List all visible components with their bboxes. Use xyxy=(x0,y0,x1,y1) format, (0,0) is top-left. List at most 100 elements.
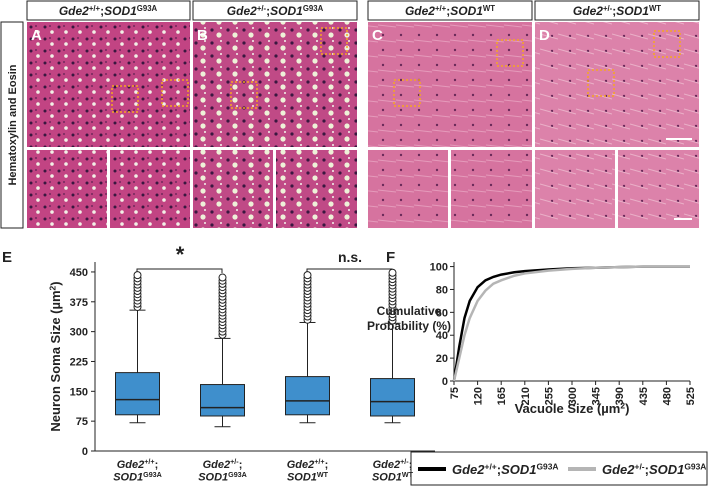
x-tick-label: 75 xyxy=(449,387,461,399)
genotype-label: Gde2+/+;SOD1G93A xyxy=(452,461,559,477)
text-part: SOD1 xyxy=(270,4,303,18)
text-part: 2 xyxy=(620,400,625,410)
text-part: SOD1 xyxy=(104,4,137,18)
inset xyxy=(110,150,190,228)
text-part: ; xyxy=(266,4,270,18)
roi-box xyxy=(496,39,524,67)
text-part: ; xyxy=(325,459,329,471)
micrograph xyxy=(535,22,699,147)
significance: * xyxy=(176,242,185,267)
text-part: 2 xyxy=(47,285,57,290)
header-box xyxy=(534,0,700,21)
text-part: Vacuole Size (µm xyxy=(515,401,621,416)
text-part: +/+ xyxy=(435,4,447,13)
text-part: ; xyxy=(409,459,413,471)
roi-box xyxy=(393,79,421,107)
text-part: SOD1 xyxy=(616,4,649,18)
text-part: Gde2 xyxy=(405,4,435,18)
text-part: Gde2 xyxy=(452,462,485,477)
text-part: ) xyxy=(625,401,629,416)
histology-images xyxy=(27,22,699,228)
text-part: WT xyxy=(402,471,414,479)
text-part: ; xyxy=(100,4,104,18)
text-part: ; xyxy=(612,4,616,18)
text-part: WT xyxy=(483,4,495,13)
inset xyxy=(618,150,699,228)
text-part: Gde2 xyxy=(373,459,401,471)
y-tick-label: 0 xyxy=(82,446,88,458)
x-tick-label: 165 xyxy=(496,387,508,405)
x-tick-label: 390 xyxy=(614,387,626,405)
x-tick-label: 345 xyxy=(591,387,603,405)
text-part: +/- xyxy=(635,461,645,471)
text-part: ; xyxy=(446,4,450,18)
roi-box xyxy=(320,27,348,55)
text-part: WT xyxy=(317,471,329,479)
y-tick-label: 20 xyxy=(436,353,448,365)
side-label: Hematoxylin and Eosin xyxy=(7,64,19,185)
text-part: WT xyxy=(649,4,661,13)
axis-title: Cumulative xyxy=(377,304,442,318)
text-part: Neuron Soma Size (µm xyxy=(48,290,63,431)
inset xyxy=(451,150,532,228)
text-part: ; xyxy=(497,462,501,477)
sig-bracket xyxy=(306,268,393,273)
genotype-label: Gde2+/-;SOD1G93A xyxy=(198,458,247,484)
y-tick-label: 150 xyxy=(70,386,88,398)
inset xyxy=(193,150,273,228)
text-part: Gde2 xyxy=(287,459,315,471)
text-part: +/- xyxy=(400,458,409,466)
inset xyxy=(276,150,357,228)
text-part: SOD1 xyxy=(372,472,402,484)
text-part: SOD1 xyxy=(287,472,317,484)
box xyxy=(370,378,415,417)
axis xyxy=(94,262,435,452)
panel-letter: E xyxy=(2,249,12,266)
x-tick-label: 255 xyxy=(543,387,555,405)
outlier xyxy=(388,268,397,277)
text-part: +/- xyxy=(230,458,239,466)
x-tick-label: 525 xyxy=(685,387,697,405)
header-box xyxy=(367,0,533,21)
micrograph xyxy=(27,22,190,147)
x-tick-label: 120 xyxy=(473,387,485,405)
genotype-label: Gde2+/-;SOD1G93A xyxy=(602,461,706,477)
text-part: SOD1 xyxy=(450,4,483,18)
y-tick-label: 375 xyxy=(70,297,88,309)
genotype-label: Gde2+/-;SOD1WT xyxy=(573,4,661,18)
y-tick-label: 100 xyxy=(430,262,448,274)
y-tick-label: 225 xyxy=(70,356,88,368)
text-part: ; xyxy=(645,462,649,477)
y-tick-label: 40 xyxy=(436,330,448,342)
y-tick-label: 450 xyxy=(70,267,88,279)
text-part: G93A xyxy=(684,461,706,471)
text-part: Gde2 xyxy=(602,462,635,477)
roi-box xyxy=(587,69,615,97)
text-part: Gde2 xyxy=(203,459,231,471)
text-part: Gde2 xyxy=(573,4,603,18)
text-part: G93A xyxy=(536,461,558,471)
text-part: SOD1 xyxy=(501,462,536,477)
bracket xyxy=(136,268,393,273)
roi-box xyxy=(111,85,139,113)
panel-letter: D xyxy=(539,27,550,44)
y-tick-label: 300 xyxy=(70,327,88,339)
y-tick-label: 60 xyxy=(436,307,448,319)
text-part: ; xyxy=(155,459,159,471)
panel-letter: C xyxy=(372,27,383,44)
x-tick-label: 435 xyxy=(638,387,650,405)
header-box xyxy=(26,0,191,21)
inset xyxy=(27,150,107,228)
text-part: Gde2 xyxy=(227,4,257,18)
text-part: +/+ xyxy=(144,458,154,466)
roi-box xyxy=(161,79,189,107)
box xyxy=(115,372,160,416)
genotype-label: Gde2+/+;SOD1WT xyxy=(405,4,495,18)
roi-box xyxy=(230,81,258,109)
y-tick-label: 0 xyxy=(442,376,448,388)
text-part: +/+ xyxy=(485,461,497,471)
header-row xyxy=(0,0,700,229)
text-part: SOD1 xyxy=(649,462,684,477)
box xyxy=(285,376,330,416)
